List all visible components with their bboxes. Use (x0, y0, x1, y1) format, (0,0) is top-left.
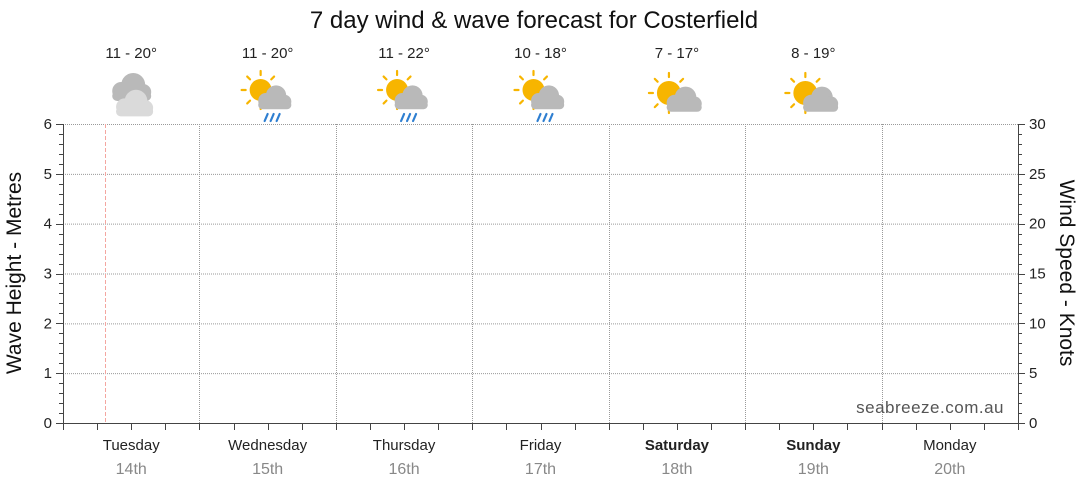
partly-cloudy-icon (647, 71, 702, 115)
temperature-range: 8 - 19° (791, 45, 835, 62)
day-label: Monday (923, 437, 977, 454)
right-axis-title: Wind Speed - Knots (1055, 180, 1078, 367)
cloud (666, 86, 702, 112)
date-label: 20th (934, 461, 965, 478)
sun-ray (246, 75, 252, 81)
sun-ray (543, 75, 549, 81)
rain-drop (269, 112, 275, 123)
cloud-base (666, 102, 702, 112)
weather-icons (112, 69, 839, 123)
left-axis-title: Wave Height - Metres (3, 172, 26, 374)
day-label: Thursday (373, 437, 436, 454)
rain-drop (263, 112, 269, 123)
sun-ray (270, 75, 276, 81)
axes (56, 124, 1025, 430)
day-label: Wednesday (228, 437, 307, 454)
sun-ray (679, 77, 685, 83)
day-label: Friday (520, 437, 562, 454)
rain-drop (275, 112, 281, 123)
sun-ray (382, 75, 388, 81)
watermark: seabreeze.com.au (856, 398, 1004, 417)
grid-lines (63, 124, 1018, 423)
right-tick-label: 10 (1029, 315, 1046, 332)
date-label: 16th (389, 461, 420, 478)
cloud-base (394, 100, 428, 110)
rain-drop (548, 112, 554, 123)
right-tick-label: 25 (1029, 166, 1046, 183)
right-tick-label: 15 (1029, 266, 1046, 283)
sun-ray (406, 75, 412, 81)
cloud (394, 85, 428, 110)
cloudy-icon (112, 73, 154, 117)
date-label: 18th (661, 461, 692, 478)
left-tick-label: 6 (44, 116, 52, 133)
right-tick-label: 0 (1029, 415, 1037, 432)
sun-ray (246, 99, 252, 105)
date-label: 19th (798, 461, 829, 478)
partly-cloudy-icon (784, 71, 839, 115)
sun-ray (518, 75, 524, 81)
cloud (803, 86, 839, 112)
date-label: 17th (525, 461, 556, 478)
temperature-range: 11 - 20° (105, 45, 157, 62)
sun-ray (653, 77, 659, 83)
left-tick-label: 5 (44, 166, 52, 183)
axis-labels: 0 1 2 3 4 5 6 0 5 10 15 20 25 30 Tuesday 14th 11 - 20° We… (44, 45, 1046, 478)
temperature-range: 11 - 22° (378, 45, 430, 62)
date-label: 14th (116, 461, 147, 478)
sun-ray (382, 99, 388, 105)
sun-ray (790, 103, 796, 109)
left-tick-label: 2 (44, 315, 52, 332)
sun-cloud-rain-icon (376, 69, 428, 123)
sun-cloud-rain-icon (513, 69, 565, 123)
cloud-base (116, 106, 154, 117)
cloud-front (116, 89, 154, 117)
left-tick-label: 3 (44, 266, 52, 283)
right-tick-label: 30 (1029, 116, 1046, 133)
rain-drop (542, 112, 548, 123)
day-label: Tuesday (103, 437, 160, 454)
right-tick-label: 5 (1029, 365, 1037, 382)
cloud-base (531, 100, 565, 110)
rain-drop (411, 112, 418, 123)
sun-ray (790, 77, 796, 83)
cloud (531, 85, 565, 110)
rain-drop (399, 112, 406, 123)
sun-ray (653, 103, 659, 109)
right-tick-label: 20 (1029, 216, 1046, 233)
day-label: Sunday (786, 437, 841, 454)
date-label: 15th (252, 461, 283, 478)
cloud-base (258, 100, 292, 110)
left-tick-label: 0 (44, 415, 52, 432)
chart-title: 7 day wind & wave forecast for Costerfie… (310, 7, 758, 34)
temperature-range: 11 - 20° (242, 45, 294, 62)
rain-drop (405, 112, 412, 123)
sun-ray (518, 99, 524, 105)
cloud (258, 85, 292, 110)
temperature-range: 10 - 18° (514, 45, 567, 62)
left-tick-label: 4 (44, 216, 52, 233)
rain-drop (536, 112, 542, 123)
sun-cloud-rain-icon (240, 69, 292, 123)
cloud-base (803, 102, 839, 112)
left-tick-label: 1 (44, 365, 52, 382)
sun-ray (815, 77, 821, 83)
temperature-range: 7 - 17° (655, 45, 699, 62)
day-label: Saturday (645, 437, 710, 454)
